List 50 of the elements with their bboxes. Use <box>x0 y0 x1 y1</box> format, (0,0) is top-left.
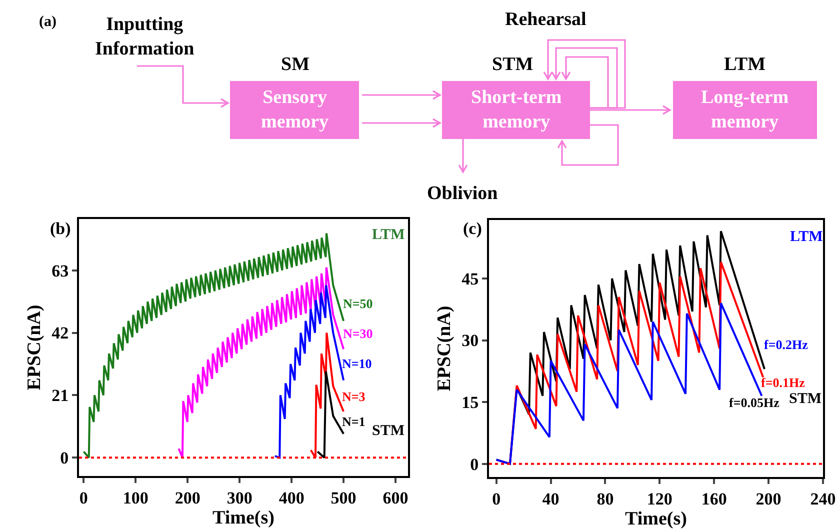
annotation: LTM <box>790 229 823 245</box>
text: f=0.05Hz <box>729 395 780 410</box>
y-tick-label: 30 <box>462 331 479 350</box>
x-tick-label: 300 <box>226 488 252 508</box>
y-axis-title: EPSC(nA) <box>24 304 45 390</box>
x-tick-label: 0 <box>492 489 501 508</box>
text: Oblivion <box>427 183 498 204</box>
text: Long-term memory <box>701 87 789 133</box>
text: STM <box>492 54 534 75</box>
y-tick-label: 42 <box>52 324 69 343</box>
text: Sensory memory <box>261 87 330 133</box>
y-tick-label: 63 <box>52 261 69 280</box>
x-tick-label: 600 <box>382 488 408 508</box>
series-label: N=30 <box>343 326 373 341</box>
x-tick-label: 240 <box>810 489 836 508</box>
text: Inputting Information <box>95 14 195 60</box>
annotation: STM <box>372 423 405 439</box>
y-tick-label: 0 <box>470 454 479 474</box>
series-label: f=0.2Hz <box>764 337 808 352</box>
x-tick-label: 500 <box>330 488 356 508</box>
x-tick-label: 200 <box>756 489 782 508</box>
x-tick-label: 100 <box>122 488 148 508</box>
x-tick-label: 160 <box>701 489 727 508</box>
series-label: N=10 <box>342 356 372 371</box>
x-tick-label: 80 <box>596 489 614 508</box>
series-label: f=0.1Hz <box>761 375 806 390</box>
x-tick-label: 0 <box>79 488 88 508</box>
x-tick-label: 200 <box>174 488 200 508</box>
chart-title: (b) <box>50 219 71 238</box>
chart-title: (c) <box>463 219 482 238</box>
text: Short-term memory <box>471 87 562 133</box>
y-tick-label: 45 <box>462 269 479 288</box>
annotation: STM <box>789 391 822 407</box>
y-tick-label: 15 <box>462 392 479 412</box>
y-axis-title: EPSC(nA) <box>434 306 455 392</box>
annotation: LTM <box>372 227 405 243</box>
y-tick-label: 21 <box>52 386 69 406</box>
text: LTM <box>724 54 766 75</box>
x-tick-label: 40 <box>542 489 560 508</box>
x-axis-title: Time(s) <box>625 508 687 530</box>
series-label: N=1 <box>342 414 366 429</box>
text: (a) <box>39 14 56 30</box>
x-tick-label: 120 <box>646 489 672 508</box>
x-axis-title: Time(s) <box>212 507 274 528</box>
x-tick-label: 400 <box>278 488 304 508</box>
series-label: N=50 <box>343 296 373 311</box>
y-tick-label: 0 <box>60 448 69 468</box>
series-label: N=3 <box>342 389 366 404</box>
text: SM <box>281 54 310 75</box>
text: Rehearsal <box>505 9 586 30</box>
